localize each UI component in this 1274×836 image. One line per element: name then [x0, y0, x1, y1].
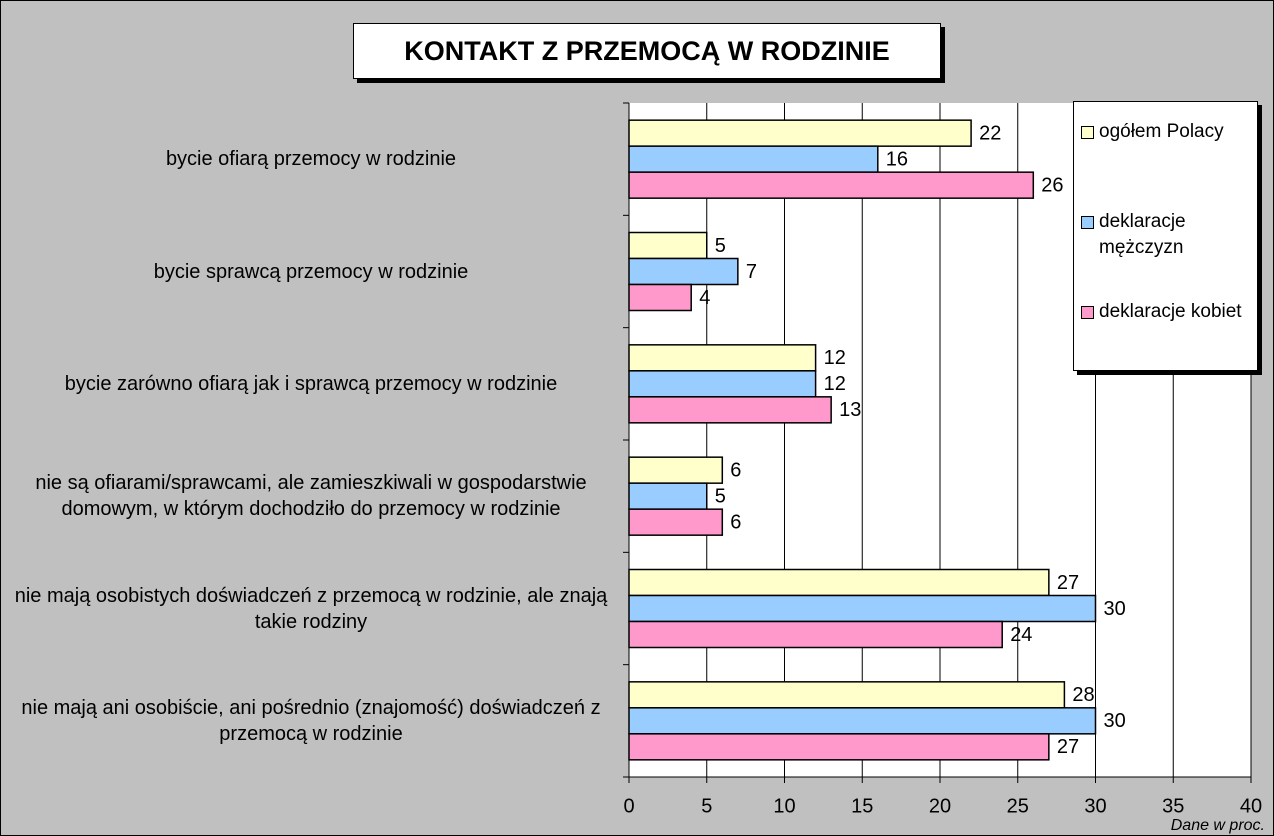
legend-swatch — [1081, 216, 1094, 229]
chart-title: KONTAKT Z PRZEMOCĄ W RODZINIE — [353, 23, 941, 79]
data-label: 24 — [1010, 624, 1032, 646]
x-tick-label: 5 — [701, 795, 712, 817]
data-label: 27 — [1057, 572, 1079, 594]
x-tick-label: 15 — [851, 795, 873, 817]
x-tick-label: 35 — [1162, 795, 1184, 817]
bar — [628, 681, 1066, 709]
bar — [628, 733, 1050, 761]
bar — [628, 396, 832, 424]
bar — [628, 145, 879, 173]
data-label: 16 — [886, 148, 908, 170]
category-label: nie mają ani osobiście, ani pośrednio (z… — [21, 696, 601, 745]
note: Dane w proc. — [1170, 817, 1265, 834]
bar — [628, 257, 739, 286]
bar — [628, 594, 1097, 623]
bar — [628, 231, 708, 260]
bar — [628, 620, 1003, 649]
data-label: 12 — [824, 347, 846, 369]
data-label: 7 — [746, 261, 757, 283]
category-label: bycie ofiarą przemocy w rodzinie — [165, 148, 457, 171]
x-tick-label: 25 — [1007, 795, 1029, 817]
x-tick-label: 0 — [623, 795, 634, 817]
data-label: 5 — [715, 485, 726, 507]
bar — [628, 283, 692, 312]
x-tick-label: 40 — [1240, 795, 1262, 817]
data-label: 27 — [1057, 736, 1079, 758]
x-tick-label: 30 — [1084, 795, 1106, 817]
data-label: 30 — [1104, 598, 1126, 620]
data-label: 26 — [1041, 174, 1063, 196]
data-label: 22 — [979, 122, 1001, 144]
data-label: 12 — [824, 373, 846, 395]
legend-label: deklaracje mężczyzn — [1099, 211, 1186, 258]
x-tick-label: 20 — [929, 795, 951, 817]
data-label: 13 — [839, 399, 861, 421]
category-label: nie są ofiarami/sprawcami, ale zamieszki… — [35, 472, 587, 521]
category-label: nie mają osobistych doświadczeń z przemo… — [14, 584, 608, 633]
bar — [628, 482, 708, 510]
bar — [628, 370, 817, 398]
bar — [628, 171, 1035, 199]
data-label: 6 — [730, 511, 741, 533]
bar — [628, 707, 1097, 735]
legend-swatch — [1081, 306, 1094, 319]
data-label: 5 — [715, 235, 726, 257]
category-label: bycie zarówno ofiarą jak i sprawcą przem… — [64, 372, 558, 395]
data-label: 28 — [1072, 684, 1094, 706]
legend — [1073, 101, 1258, 371]
data-label: 30 — [1104, 710, 1126, 732]
data-label: 4 — [699, 287, 710, 309]
legend-label: ogółem Polacy — [1099, 121, 1224, 142]
data-label: 6 — [730, 459, 741, 481]
bar — [628, 508, 724, 536]
bar — [628, 119, 972, 147]
legend-swatch — [1081, 126, 1094, 139]
x-tick-label: 10 — [773, 795, 795, 817]
bar — [628, 456, 724, 484]
bar — [628, 568, 1050, 597]
category-label: bycie sprawcą przemocy w rodzinie — [153, 260, 469, 283]
bar — [628, 344, 817, 372]
legend-label: deklaracje kobiet — [1099, 301, 1242, 322]
